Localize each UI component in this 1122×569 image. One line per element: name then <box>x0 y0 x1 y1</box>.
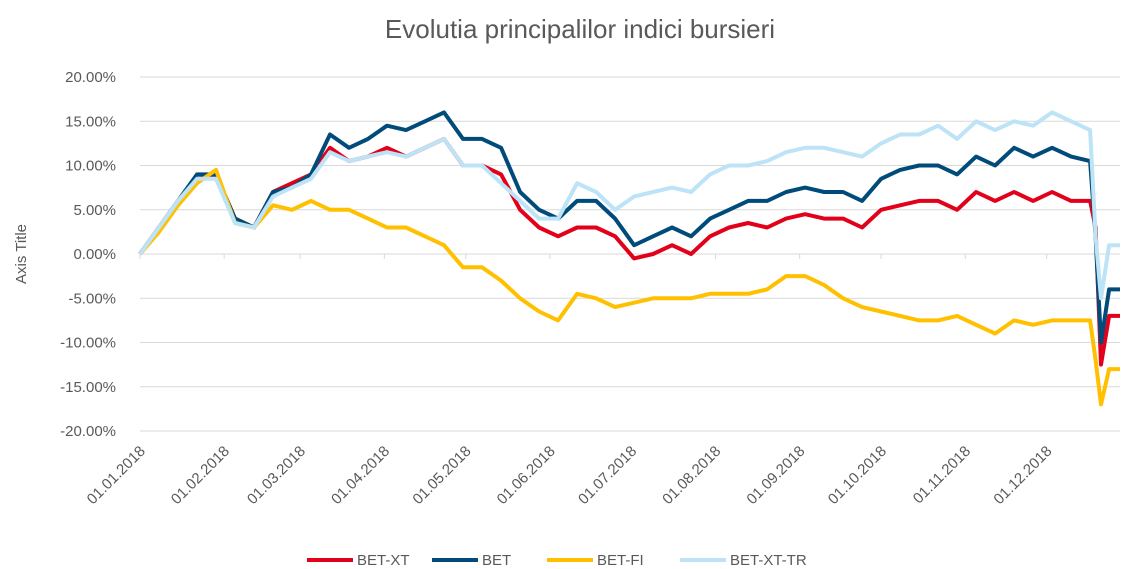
y-tick-label: 10.00% <box>65 158 116 175</box>
x-tick-label: 01.01.2018 <box>84 443 149 508</box>
x-tick-label: 01.05.2018 <box>409 443 474 508</box>
x-tick-label: 01.08.2018 <box>659 443 724 508</box>
legend-label: BET-FI <box>597 552 644 569</box>
series-line <box>138 110 1120 301</box>
y-tick-label: 0.00% <box>73 246 116 263</box>
y-tick-label: 5.00% <box>73 202 116 219</box>
x-tick-label: 01.07.2018 <box>575 443 640 508</box>
series-line <box>138 136 1120 367</box>
x-tick-label: 01.06.2018 <box>494 443 559 508</box>
chart-title: Evolutia principalilor indici bursieri <box>385 14 775 44</box>
x-tick-label: 01.09.2018 <box>743 443 808 508</box>
x-tick-label: 01.11.2018 <box>910 443 974 507</box>
y-tick-label: -15.00% <box>60 379 116 396</box>
y-tick-label: -5.00% <box>68 290 116 307</box>
legend-label: BET-XT-TR <box>730 552 807 569</box>
x-tick-label: 01.02.2018 <box>168 443 233 508</box>
legend-label: BET <box>482 552 511 569</box>
x-tick-label: 01.04.2018 <box>328 443 393 508</box>
legend-label: BET-XT <box>357 552 410 569</box>
y-tick-label: 15.00% <box>65 113 116 130</box>
x-tick-label: 01.03.2018 <box>244 443 309 508</box>
y-tick-label: -20.00% <box>60 423 116 440</box>
x-tick-label: 01.12.2018 <box>990 443 1055 508</box>
y-axis-title: Axis Title <box>13 224 30 284</box>
x-tick-label: 01.10.2018 <box>825 443 890 508</box>
series-line <box>138 110 1120 345</box>
y-tick-label: 20.00% <box>65 69 116 86</box>
series-line <box>138 167 1120 407</box>
y-tick-label: -10.00% <box>60 335 116 352</box>
